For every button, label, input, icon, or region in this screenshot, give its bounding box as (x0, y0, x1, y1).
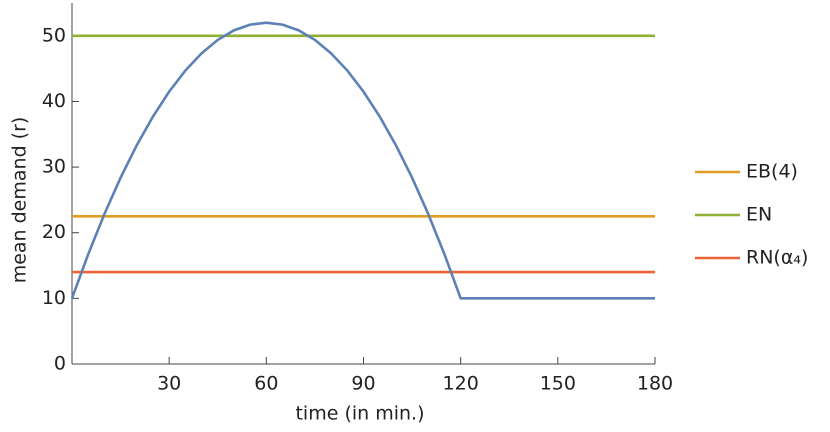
y-axis-label: mean demand (r) (9, 117, 31, 284)
x-tick-label: 180 (637, 373, 673, 395)
legend-label: RN(α₄) (746, 247, 808, 269)
x-tick-label: 150 (540, 373, 576, 395)
x-axis-label: time (in min.) (295, 403, 424, 425)
x-tick-label: 90 (351, 373, 375, 395)
y-tick-label: 10 (42, 287, 66, 309)
legend-label: EN (746, 204, 772, 226)
x-tick-label: 60 (254, 373, 278, 395)
x-tick-label: 120 (443, 373, 479, 395)
x-tick-label: 30 (157, 373, 181, 395)
y-tick-label: 20 (42, 221, 66, 243)
legend-label: EB(4) (746, 161, 798, 183)
y-tick-label: 0 (54, 353, 66, 375)
y-tick-label: 50 (42, 24, 66, 46)
y-tick-label: 30 (42, 156, 66, 178)
y-tick-label: 40 (42, 90, 66, 112)
series-line (70, 21, 655, 300)
